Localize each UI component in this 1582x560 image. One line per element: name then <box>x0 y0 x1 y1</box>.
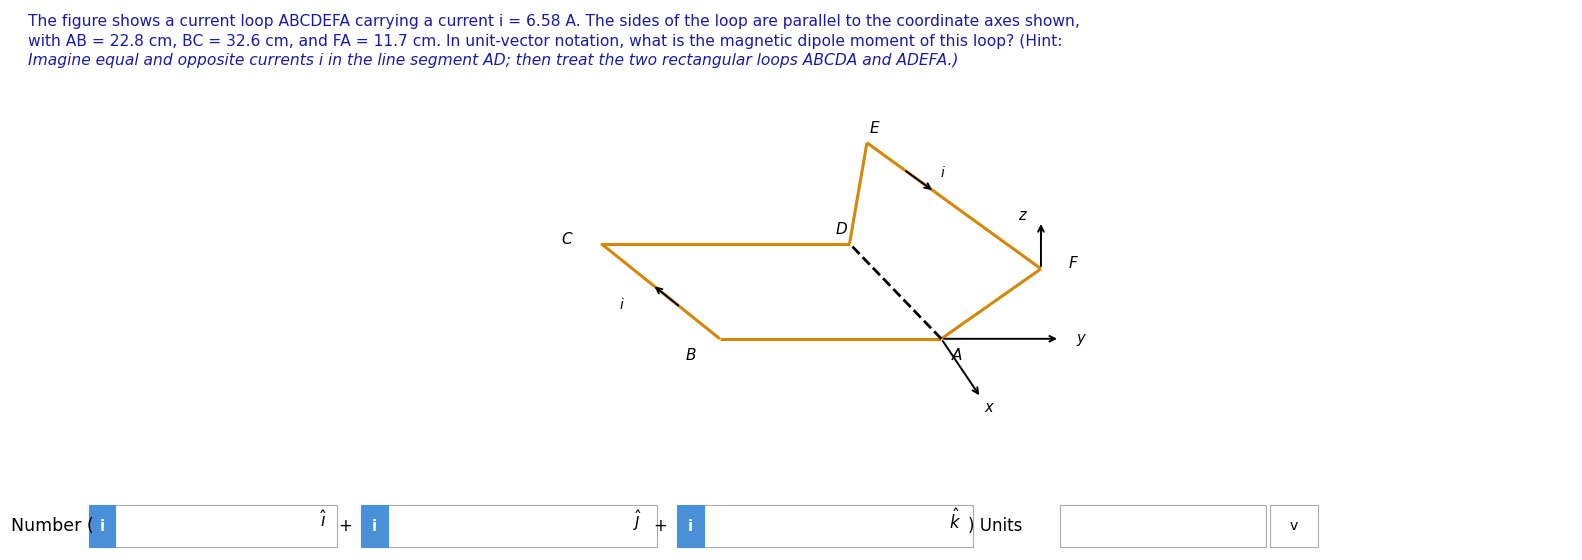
Text: B: B <box>687 348 696 363</box>
Text: y: y <box>1076 332 1085 346</box>
Text: $i$: $i$ <box>619 297 625 312</box>
Text: $\hat{\imath}$: $\hat{\imath}$ <box>320 511 327 531</box>
Text: $\hat{k}$: $\hat{k}$ <box>949 508 962 533</box>
Text: z: z <box>1019 208 1025 223</box>
Text: Imagine equal and opposite currents i in the line segment AD; then treat the two: Imagine equal and opposite currents i in… <box>28 53 959 68</box>
Text: i: i <box>372 519 377 534</box>
Text: The figure shows a current loop ABCDEFA carrying a current i = 6.58 A. The sides: The figure shows a current loop ABCDEFA … <box>28 14 1081 29</box>
Text: +: + <box>339 517 353 535</box>
Text: ) Units: ) Units <box>968 517 1022 535</box>
Text: E: E <box>870 122 880 136</box>
Text: A: A <box>952 348 962 363</box>
Text: i: i <box>688 519 693 534</box>
Text: F: F <box>1068 256 1077 270</box>
Text: C: C <box>562 232 571 246</box>
Text: $i$: $i$ <box>940 165 946 180</box>
Text: Number (: Number ( <box>11 517 93 535</box>
Text: +: + <box>653 517 668 535</box>
Text: v: v <box>1289 520 1299 533</box>
Text: D: D <box>835 222 848 237</box>
Text: i: i <box>100 519 104 534</box>
Text: $\hat{\jmath}$: $\hat{\jmath}$ <box>633 508 642 533</box>
Text: x: x <box>984 400 993 415</box>
Text: with AB = 22.8 cm, BC = 32.6 cm, and FA = 11.7 cm. In unit-vector notation, what: with AB = 22.8 cm, BC = 32.6 cm, and FA … <box>28 34 1063 49</box>
